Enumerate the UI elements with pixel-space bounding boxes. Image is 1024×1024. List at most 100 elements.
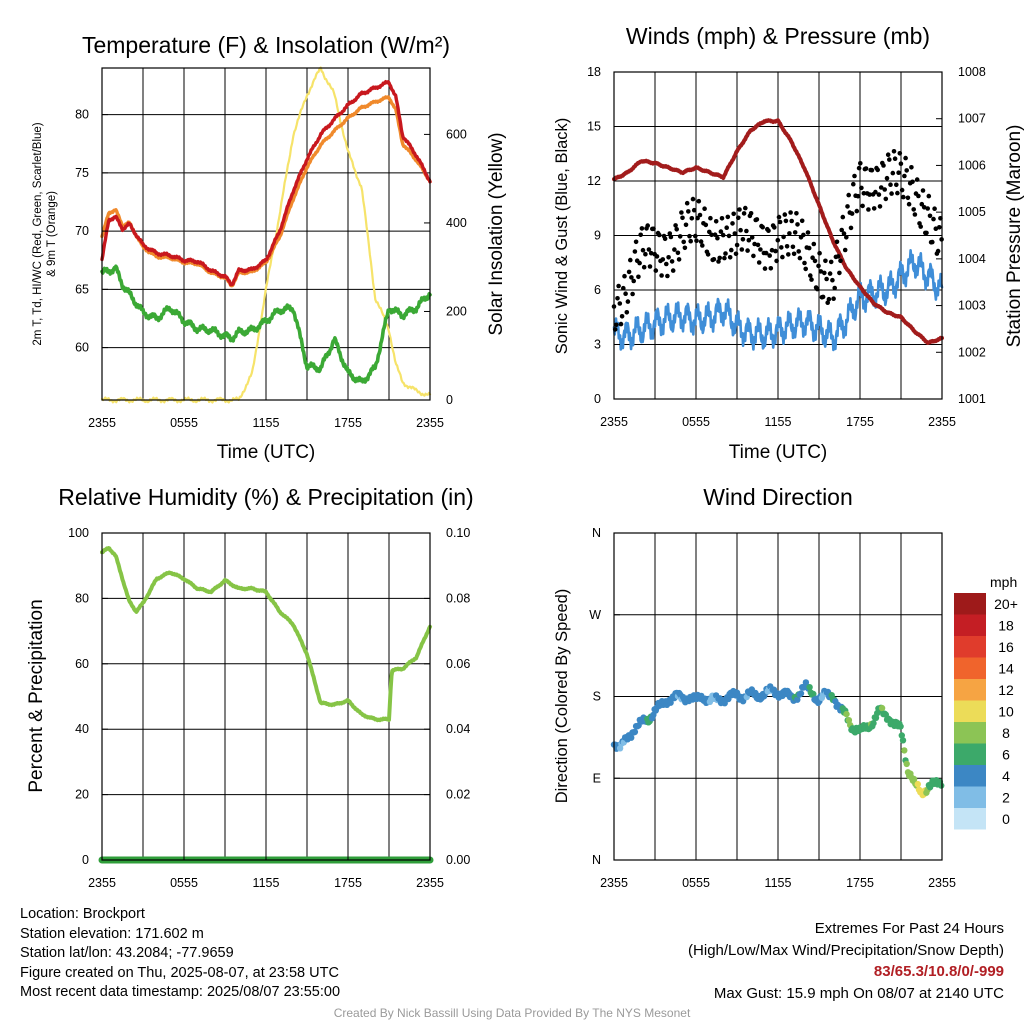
- gust-point: [812, 258, 818, 264]
- gust-point: [674, 227, 679, 232]
- speed-legend: 20+ 18 16 14 12 10 8 6 4 2 0: [954, 593, 1018, 830]
- wind-axes: 2355 0555 1155 1755 2355 0 3 6 9 12 15 18 1001 1002 10…: [587, 65, 986, 429]
- gust-point: [839, 227, 844, 233]
- gust-point: [729, 247, 734, 253]
- x-tick-label: 1155: [253, 876, 280, 890]
- gust-point: [743, 205, 748, 211]
- y-tick-label-right: 0.04: [446, 722, 470, 736]
- gust-point: [899, 187, 905, 193]
- gust-point: [762, 266, 768, 271]
- gust-point: [911, 207, 916, 212]
- x-tick-label: 0555: [682, 415, 710, 429]
- gust-point: [718, 229, 724, 234]
- gust-point: [832, 285, 837, 291]
- y-tick-label-right: 0.02: [446, 788, 470, 802]
- y-tick-label: 0: [594, 392, 601, 406]
- gust-point: [918, 224, 923, 229]
- gust-point: [697, 212, 703, 218]
- legend-swatch: [954, 657, 986, 679]
- y-tick-label: 70: [75, 224, 89, 238]
- gust-point: [737, 207, 742, 212]
- gust-point: [933, 226, 939, 231]
- legend-label: 16: [998, 639, 1014, 655]
- direction-point: [794, 696, 801, 703]
- humidity-axes: 2355 0555 1155 1755 2355 0 20 40 60 80 100 0.00 0.02…: [68, 526, 470, 890]
- gust-point: [912, 212, 918, 217]
- gust-point: [781, 234, 786, 240]
- gust-point: [616, 283, 621, 289]
- gust-point: [780, 254, 785, 260]
- pressure-ylabel: Station Pressure (Maroon): [1004, 125, 1024, 348]
- gust-point: [867, 192, 872, 197]
- gust-point: [677, 234, 683, 239]
- direction-point: [806, 684, 813, 691]
- y-tick-label-right: 1005: [958, 205, 986, 219]
- gust-point: [841, 231, 847, 236]
- gust-point: [741, 211, 747, 216]
- gust-point: [698, 239, 704, 244]
- direction-point: [631, 728, 639, 736]
- gust-point: [791, 251, 797, 257]
- gust-point: [896, 170, 901, 175]
- gust-point: [683, 222, 689, 228]
- gust-point: [738, 227, 743, 233]
- y-tick-label: 3: [594, 338, 601, 352]
- y-tick-label: 80: [75, 591, 89, 605]
- x-tick-label: 1755: [846, 876, 874, 890]
- y-tick-label: 40: [75, 722, 89, 736]
- gust-point: [776, 214, 782, 220]
- gust-point: [717, 255, 722, 261]
- gust-point: [816, 263, 821, 269]
- temp-9m-line: [100, 95, 432, 288]
- gust-point: [838, 258, 843, 264]
- gust-point: [904, 168, 909, 173]
- extremes-subtitle: (High/Low/Max Wind/Precipitation/Snow De…: [688, 941, 1004, 959]
- gust-point: [614, 322, 619, 328]
- gust-point: [695, 215, 700, 221]
- gust-point: [878, 185, 884, 190]
- gust-point: [787, 231, 792, 236]
- direction-point: [901, 747, 908, 754]
- gust-point: [643, 251, 648, 257]
- x-tick-label: 1755: [334, 416, 362, 430]
- direction-point: [810, 690, 817, 698]
- legend-label: 0: [1002, 811, 1010, 827]
- gust-point: [715, 235, 720, 241]
- direction-point: [903, 760, 910, 768]
- humidity-panel: Relative Humidity (%) & Precipitation (i…: [26, 484, 474, 890]
- gust-point: [645, 223, 650, 228]
- gust-point: [774, 258, 779, 264]
- figure-created: Figure created on Thu, 2025-08-07, at 23…: [20, 964, 339, 981]
- gust-point: [769, 247, 775, 253]
- y-tick-label: 6: [594, 283, 601, 297]
- gust-point: [651, 226, 656, 232]
- wind-panel-title: Winds (mph) & Pressure (mb): [626, 23, 930, 49]
- gust-point: [926, 193, 932, 199]
- gust-point: [760, 224, 765, 230]
- gust-point: [754, 217, 760, 222]
- legend-swatch: [954, 614, 986, 636]
- y-tick-label: 75: [75, 166, 89, 180]
- gust-point: [734, 242, 740, 248]
- gust-point: [842, 247, 848, 253]
- gust-point: [892, 156, 898, 161]
- gust-point: [784, 244, 790, 249]
- x-tick-label: 2355: [600, 876, 628, 890]
- gust-point: [641, 264, 647, 270]
- x-tick-label: 1155: [253, 416, 280, 430]
- gust-point: [797, 255, 803, 261]
- y-tick-label: W: [589, 608, 601, 622]
- legend-label: 18: [998, 618, 1014, 634]
- gust-point: [876, 192, 882, 197]
- gust-point: [930, 239, 935, 245]
- gust-point: [690, 196, 696, 202]
- gust-point: [871, 206, 877, 211]
- x-tick-label: 1155: [765, 876, 792, 890]
- gust-point: [723, 251, 728, 256]
- gust-point: [736, 215, 741, 221]
- gust-point: [835, 254, 841, 259]
- gust-point: [937, 225, 942, 230]
- gust-point: [773, 248, 778, 254]
- gust-point: [920, 188, 926, 193]
